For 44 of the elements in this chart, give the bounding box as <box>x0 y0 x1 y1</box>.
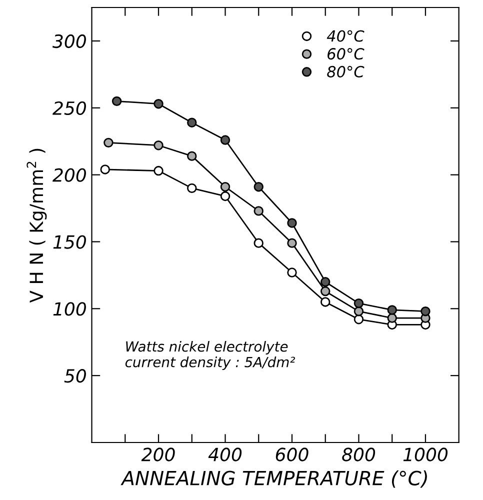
point <box>100 164 110 174</box>
point <box>287 268 297 278</box>
y-tick-label: 100 <box>53 302 86 316</box>
point <box>254 206 264 216</box>
point <box>320 286 330 296</box>
point <box>254 182 264 192</box>
point <box>187 183 197 194</box>
x-tick-label: 200 <box>141 448 175 462</box>
point <box>354 298 364 308</box>
point <box>287 238 297 248</box>
annotation: Watts nickel electrolyte current density : 5A/dm² <box>125 341 296 370</box>
point <box>387 313 397 323</box>
legend-label: 40°C <box>326 30 364 42</box>
y-axis-title: V H N ( Kg/mm$^{2}$ ) <box>26 148 47 303</box>
point <box>254 238 264 248</box>
point <box>154 166 164 176</box>
point <box>187 118 197 128</box>
point <box>420 306 430 316</box>
y-tick-label: 150 <box>53 235 86 249</box>
point <box>320 277 330 287</box>
y-tick-label: 250 <box>52 101 86 115</box>
point <box>354 314 364 324</box>
y-tick-label: 200 <box>52 168 86 182</box>
legend-label: 60°C <box>328 48 364 60</box>
point <box>112 96 122 106</box>
x-tick-label: 800 <box>342 448 376 462</box>
y-tick-label: 300 <box>52 34 86 48</box>
x-tick-label: 600 <box>276 448 308 462</box>
x-axis-title: ANNEALING TEMPERATURE (°C) <box>120 470 427 488</box>
point <box>104 138 114 148</box>
point <box>154 140 164 150</box>
point <box>220 135 230 145</box>
point <box>154 99 164 109</box>
point <box>287 218 297 228</box>
point <box>220 191 230 202</box>
x-tick-label: 1000 <box>403 448 448 462</box>
point <box>320 297 330 307</box>
legend-label: 80°C <box>327 66 364 78</box>
point <box>187 151 197 161</box>
x-tick-label: 400 <box>208 448 242 462</box>
point <box>220 182 230 192</box>
point <box>387 305 397 315</box>
point <box>354 306 364 316</box>
y-tick-label: 50 <box>64 369 86 383</box>
